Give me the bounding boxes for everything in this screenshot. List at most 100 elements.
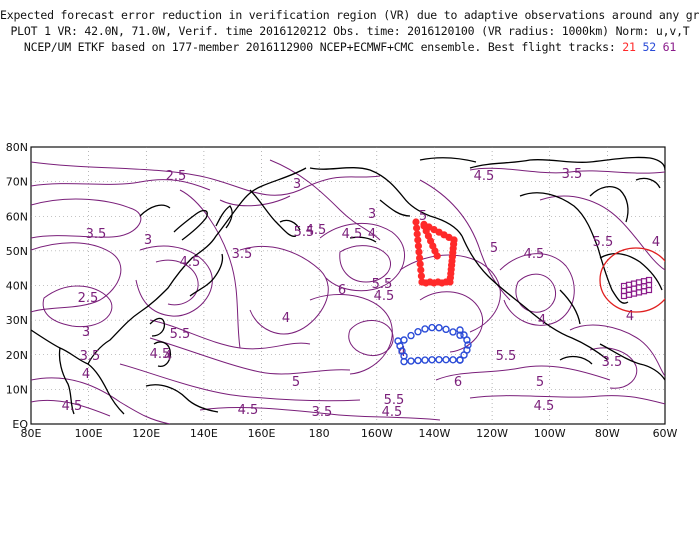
lat-label: 60N	[6, 210, 28, 223]
track-21-marker	[416, 260, 424, 268]
track-52-marker	[414, 356, 422, 365]
contour-value-label: 6	[338, 283, 346, 298]
track-52-marker	[449, 328, 457, 336]
contour-value-label: 4.5	[150, 347, 171, 362]
contour-value-label: 3.5	[80, 349, 101, 364]
contour-value-label: 4.5	[534, 399, 555, 414]
track-52-marker	[428, 323, 436, 332]
flight-track-61	[620, 276, 653, 300]
track-52-marker	[435, 355, 443, 364]
track-52-marker	[464, 341, 472, 349]
lat-label: EQ	[12, 418, 28, 431]
flight-track-id-52: 52	[635, 40, 656, 54]
contour-value-label: 4.5	[374, 289, 395, 304]
contour-value-label: 4	[652, 235, 660, 250]
lat-label: 70N	[6, 176, 28, 189]
lat-label: 50N	[6, 245, 28, 258]
flight-track-21	[412, 218, 458, 287]
lon-label: 60W	[653, 427, 678, 440]
track-52-marker	[442, 325, 450, 334]
contour-value-label: 5.5	[384, 393, 405, 408]
contour-value-label: 6	[454, 375, 462, 390]
track-52-marker	[435, 324, 443, 332]
track-52-marker	[460, 351, 468, 359]
contour-value-label: 5	[419, 209, 427, 224]
lon-label: 80W	[595, 427, 620, 440]
contour-value-label: 4.5	[306, 223, 327, 238]
contour-value-label: 4.5	[180, 255, 201, 270]
track-52-marker	[456, 331, 464, 339]
track-21-marker	[433, 252, 441, 260]
contour-value-label: 2.5	[166, 169, 187, 184]
contour-value-label: 5.5	[294, 225, 315, 240]
lon-label: 160W	[361, 427, 393, 440]
contour-value-label: 5	[536, 375, 544, 390]
title-line-3-text: NCEP/UM ETKF based on 177-member 2016112…	[23, 40, 623, 54]
contour-value-label: 4	[626, 309, 634, 324]
contour-value-label: 5	[292, 375, 300, 390]
longitude-axis-labels: 80E 100E 120E 140E 160E 180 160W 140W 120W 100W 80…	[21, 427, 678, 440]
contour-value-label: 4	[368, 227, 376, 242]
contour-value-label: 3.5	[312, 405, 333, 420]
contour-value-label: 3	[293, 177, 301, 192]
track-52-marker	[421, 325, 429, 333]
contour-value-label: 5	[490, 241, 498, 256]
track-21-marker	[417, 272, 425, 280]
contour-value-label: 3	[82, 325, 90, 340]
lon-label: 160E	[248, 427, 276, 440]
contour-value-label: 5.5	[593, 235, 614, 250]
track-52-marker	[421, 356, 429, 364]
title-line-2: PLOT 1 VR: 42.0N, 71.0W, Verif. time 201…	[10, 24, 690, 38]
track-52-marker	[456, 326, 464, 334]
track-21-marker	[414, 236, 422, 244]
contour-value-label: 3	[368, 207, 376, 222]
lon-label: 120W	[476, 427, 508, 440]
lon-label: 100E	[75, 427, 103, 440]
contour-value-label: 3.5	[232, 247, 253, 262]
flight-track-ids: 21 52 61	[622, 40, 676, 54]
flight-track-id-61: 61	[655, 40, 677, 54]
track-21-marker	[417, 266, 425, 274]
track-52-marker	[456, 356, 464, 364]
contour-value-label: 4.5	[524, 247, 545, 262]
contour-value-label: 4.5	[342, 227, 363, 242]
contour-value-label: 4.5	[474, 169, 495, 184]
lon-label: 140W	[419, 427, 451, 440]
contour-value-label: 5.5	[496, 349, 517, 364]
contour-value-label: 5.5	[170, 327, 191, 342]
track-52-marker	[463, 336, 471, 344]
lon-label: 100W	[534, 427, 566, 440]
coastlines	[31, 156, 665, 415]
track-61-marker	[645, 286, 653, 294]
lon-label: 80E	[21, 427, 42, 440]
contour-value-label: 3	[144, 233, 152, 248]
track-52-marker	[407, 357, 415, 365]
lat-label: 40N	[6, 280, 28, 293]
lon-label: 180	[309, 427, 330, 440]
contour-value-label: 3.5	[86, 227, 107, 242]
lat-label: 20N	[6, 349, 28, 362]
verification-region-circle	[599, 247, 665, 313]
track-21-marker	[412, 218, 420, 226]
contour-value-label: 3.5	[562, 167, 583, 182]
track-21-marker	[414, 242, 422, 250]
contour-value-label: 4.5	[382, 405, 403, 420]
track-52-marker	[442, 355, 450, 364]
track-52-marker	[407, 331, 415, 340]
track-21-marker	[415, 248, 423, 256]
title-line-1: Expected forecast error reduction in ver…	[0, 8, 700, 22]
lon-label: 120E	[132, 427, 160, 440]
contour-value-label: 4.5	[238, 403, 259, 418]
flight-track-52	[394, 323, 472, 366]
contour-value-label: 4	[164, 349, 172, 364]
track-52-marker	[394, 337, 402, 345]
contour-value-label: 5.5	[372, 277, 393, 292]
title-line-3: NCEP/UM ETKF based on 177-member 2016112…	[0, 40, 700, 54]
contour-value-label: 4.5	[62, 399, 83, 414]
contour-value-label: 4	[538, 313, 546, 328]
contour-value-label: 4	[82, 367, 90, 382]
lon-label: 140E	[190, 427, 218, 440]
lat-label: 10N	[6, 383, 28, 396]
